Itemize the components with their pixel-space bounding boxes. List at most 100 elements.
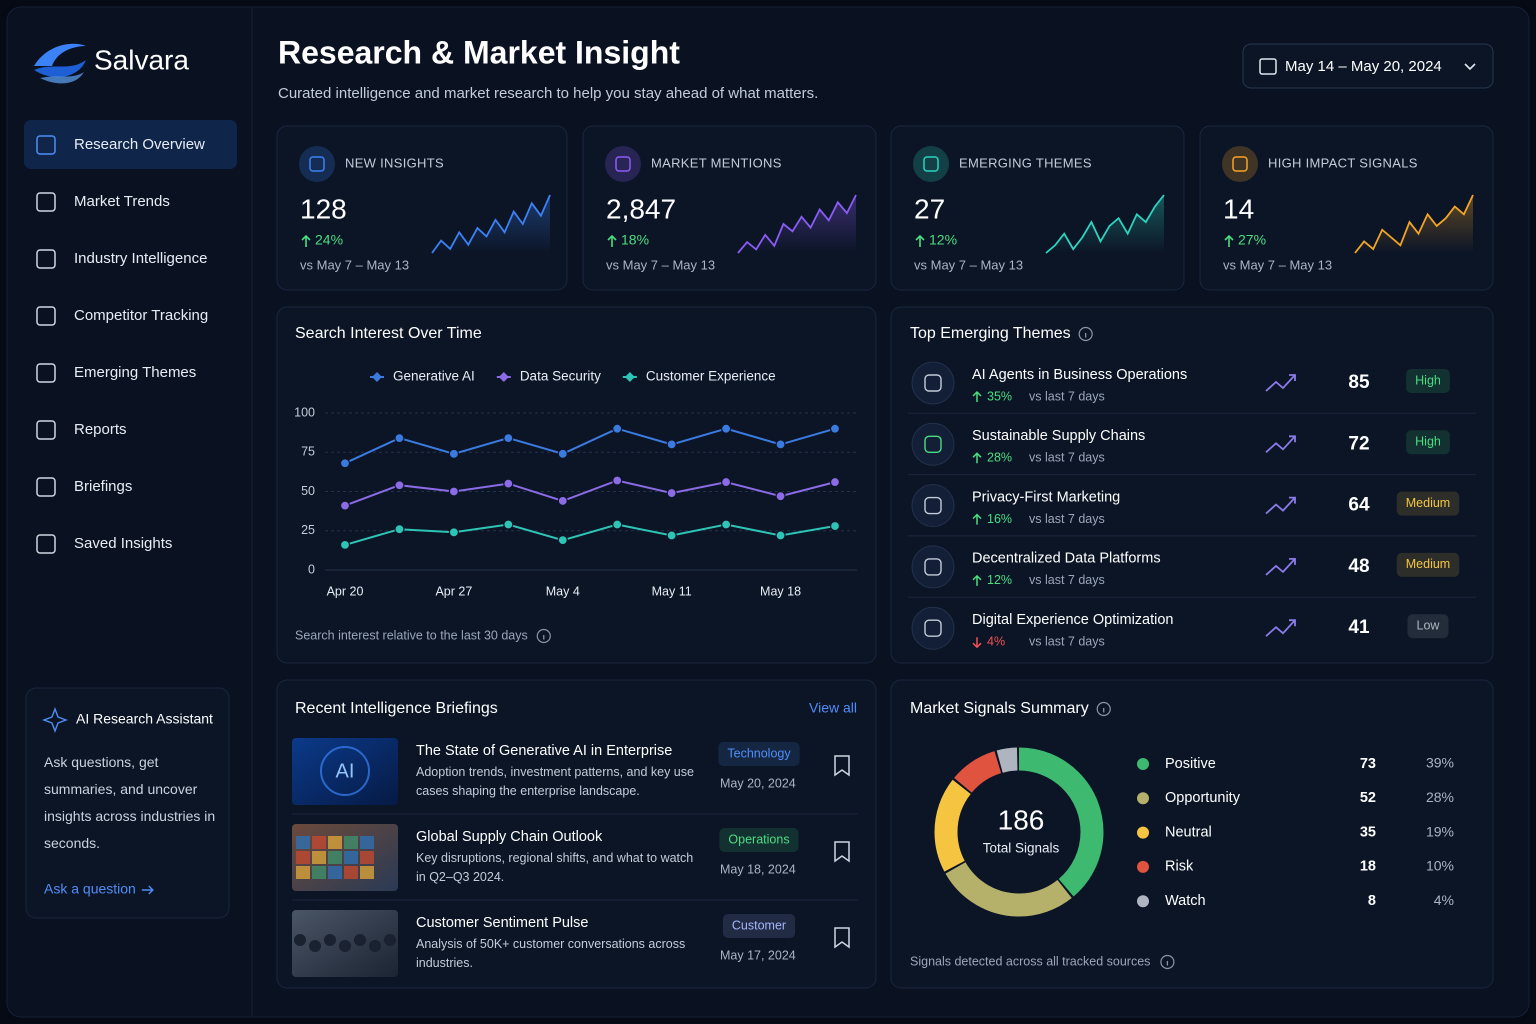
trend-icon xyxy=(1265,558,1296,576)
assistant-card xyxy=(25,687,230,919)
legend-dot xyxy=(1137,895,1149,908)
nav-item[interactable]: Reports xyxy=(36,420,127,440)
image-detail xyxy=(296,851,310,864)
legend-dot xyxy=(1137,826,1149,839)
donut-segment xyxy=(934,747,1104,917)
nav-item[interactable]: Industry Intelligence xyxy=(36,249,207,269)
info-icon xyxy=(1160,954,1175,970)
data-point xyxy=(666,439,677,450)
assistant-link[interactable]: Ask a question xyxy=(44,881,136,897)
chart-note: Signals detected across all tracked sour… xyxy=(910,954,1150,968)
data-point xyxy=(829,423,841,434)
tag xyxy=(722,914,796,938)
theme-icon-glyph xyxy=(924,619,942,637)
logo xyxy=(40,72,84,84)
theme-compare: vs last 7 days xyxy=(1029,573,1105,587)
sparkline xyxy=(431,194,551,254)
kpi-compare: vs May 7 – May 13 xyxy=(300,257,409,272)
badge-label: High xyxy=(1415,373,1441,387)
badge-label: Medium xyxy=(1406,496,1450,510)
data-point xyxy=(775,439,786,450)
date-button[interactable] xyxy=(1242,43,1494,89)
image-detail xyxy=(309,940,321,952)
bookmark[interactable] xyxy=(834,841,850,863)
nav-label[interactable]: Emerging Themes xyxy=(74,364,196,381)
theme-change: 35% xyxy=(987,389,1012,403)
y-tick-label: 100 xyxy=(294,405,315,419)
date-picker[interactable]: May 14 – May 20, 2024 xyxy=(1242,43,1494,89)
series-line xyxy=(344,427,836,465)
theme-icon-glyph xyxy=(924,496,942,515)
image-detail xyxy=(328,836,342,849)
kpi-value: 14 xyxy=(1223,193,1254,224)
nav-item[interactable]: Research Overview xyxy=(24,120,237,169)
image-detail xyxy=(296,836,310,849)
legend-value: 8 xyxy=(1368,893,1376,909)
trend-icon xyxy=(1265,619,1296,637)
nav-item[interactable]: Competitor Tracking xyxy=(36,306,208,326)
view-all-link[interactable]: View all xyxy=(809,700,857,716)
bookmark[interactable] xyxy=(834,755,850,777)
kpi-label: NEW INSIGHTS xyxy=(345,155,444,170)
theme-change: 12% xyxy=(987,573,1012,587)
data-point xyxy=(448,486,459,497)
badge xyxy=(1396,491,1460,516)
brand: Salvara xyxy=(94,44,189,75)
data-point xyxy=(721,519,732,530)
x-tick-label: May 4 xyxy=(546,584,580,598)
data-point xyxy=(775,491,786,502)
nav-item[interactable]: Saved Insights xyxy=(36,534,172,554)
page-title: Research & Market Insight xyxy=(278,34,680,70)
nav-label[interactable]: Research Overview xyxy=(74,136,205,153)
up-arrow xyxy=(1224,234,1234,247)
nav-label[interactable]: Briefings xyxy=(74,478,132,495)
arrow-icon xyxy=(141,885,154,895)
data-point xyxy=(339,500,351,511)
nav-label[interactable]: Saved Insights xyxy=(74,535,172,552)
briefing-title: Customer Sentiment Pulse xyxy=(416,915,588,931)
data-point xyxy=(394,524,405,535)
sparkline xyxy=(737,194,857,254)
theme-name: Privacy-First Marketing xyxy=(972,489,1120,505)
nav-label[interactable]: Competitor Tracking xyxy=(74,307,208,324)
data-point xyxy=(394,480,405,491)
bookmark[interactable] xyxy=(834,927,850,949)
data-point xyxy=(721,476,732,488)
image-detail xyxy=(312,851,326,864)
legend-dot xyxy=(1137,758,1149,770)
nav-item[interactable]: Market Trends xyxy=(36,192,170,212)
nav-label[interactable]: Reports xyxy=(74,421,127,438)
legend-share: 28% xyxy=(1426,789,1454,805)
y-tick-label: 0 xyxy=(308,562,315,576)
up-arrow xyxy=(915,234,925,247)
panel-title: Top Emerging Themes xyxy=(910,325,1071,342)
date-range[interactable]: May 14 – May 20, 2024 xyxy=(1285,58,1442,75)
nav-item[interactable]: Briefings xyxy=(36,477,132,497)
briefing-description: Adoption trends, investment patterns, an… xyxy=(416,765,694,798)
trend-icon xyxy=(1265,496,1296,515)
nav-icon xyxy=(36,534,56,554)
info-icon xyxy=(1078,326,1093,342)
data-point xyxy=(829,476,841,488)
legend-share: 39% xyxy=(1426,755,1454,771)
badge-label: Low xyxy=(1417,618,1441,632)
theme-name: AI Agents in Business Operations xyxy=(972,367,1187,383)
legend-value: 18 xyxy=(1360,859,1376,875)
theme-icon xyxy=(911,484,955,528)
info-icon xyxy=(536,628,551,644)
chart-title: Search Interest Over Time xyxy=(295,325,482,342)
y-tick-label: 50 xyxy=(301,484,315,498)
nav-label[interactable]: Industry Intelligence xyxy=(74,250,207,267)
trend-icon xyxy=(1265,435,1296,453)
kpi-label: HIGH IMPACT SIGNALS xyxy=(1268,155,1418,170)
kpi-icon xyxy=(615,156,631,172)
legend-dot xyxy=(1137,792,1149,805)
nav-label[interactable]: Market Trends xyxy=(74,193,170,210)
theme-score: 85 xyxy=(1348,372,1370,393)
sparkline-area xyxy=(1046,195,1164,253)
nav-item[interactable]: Emerging Themes xyxy=(36,363,196,383)
assistant-title: AI Research Assistant xyxy=(76,711,213,727)
image-detail xyxy=(354,934,366,946)
legend-label: Customer Experience xyxy=(646,369,776,384)
